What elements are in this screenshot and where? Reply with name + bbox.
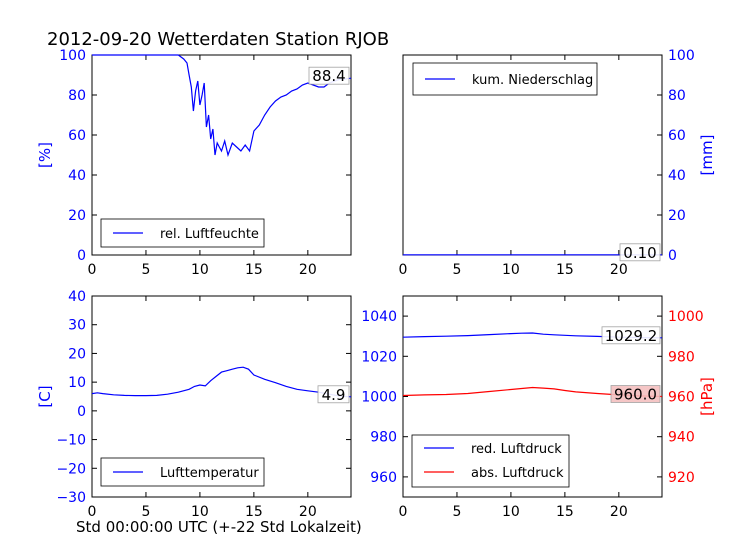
x-tick-label: 10 bbox=[502, 504, 520, 520]
x-tick-label: 5 bbox=[452, 262, 461, 278]
y-tick-label: 0 bbox=[77, 248, 86, 264]
y-tick-label: 80 bbox=[668, 88, 686, 104]
y-tick-label: 20 bbox=[68, 346, 86, 362]
panel-humidity: 0 5 10 15 20 0 20 40 60 80 100 [%] 88.4 rel. Luftfeuc… bbox=[36, 48, 352, 278]
y-axis-label: [mm] bbox=[698, 135, 716, 176]
x-tick-label: 5 bbox=[452, 504, 461, 520]
y-tick-label: 60 bbox=[668, 128, 686, 144]
y-tick-label: 40 bbox=[68, 168, 86, 184]
y-tick-label: −20 bbox=[56, 461, 86, 477]
end-value-box bbox=[610, 385, 661, 403]
y-tick-label: 100 bbox=[668, 48, 695, 64]
series-line-pressure-1 bbox=[403, 386, 662, 398]
y-tick-label-left: 980 bbox=[370, 430, 397, 446]
legend-label: abs. Luftdruck bbox=[471, 466, 564, 481]
x-tick-label: 5 bbox=[141, 262, 150, 278]
y-tick-label-left: 1040 bbox=[361, 309, 397, 325]
y-tick-label: 80 bbox=[68, 88, 86, 104]
y-tick-label: 0 bbox=[77, 404, 86, 420]
y-tick-label-right: 980 bbox=[668, 349, 695, 365]
series-line-humidity-0 bbox=[92, 54, 351, 158]
y-axis-label: [C] bbox=[36, 385, 54, 407]
panel-temperature: 0 5 10 15 20 −30 −20 −10 0 10 20 30 40 [C] 4.9 Lufttemp… bbox=[36, 289, 352, 520]
legend-label: rel. Luftfeuchte bbox=[160, 227, 259, 242]
x-tick-label: 15 bbox=[556, 504, 574, 520]
x-tick-label: 0 bbox=[399, 262, 408, 278]
x-tick-label: 15 bbox=[245, 504, 263, 520]
y-tick-label-right: 940 bbox=[668, 430, 695, 446]
end-value-label: 88.4 bbox=[312, 67, 345, 85]
y-tick-label-left: 960 bbox=[370, 470, 397, 486]
y-tick-label: 30 bbox=[68, 318, 86, 334]
y-tick-label: 20 bbox=[668, 208, 686, 224]
legend-label: Lufttemperatur bbox=[160, 466, 259, 481]
end-value-box bbox=[308, 66, 350, 85]
panel-pressure: 0 5 10 15 20 960 980 1000 1020 1040 920 940 960 980 10… bbox=[361, 295, 716, 520]
x-tick-label: 20 bbox=[610, 262, 628, 278]
y-tick-label-right: 1000 bbox=[668, 309, 704, 325]
x-tick-label: 20 bbox=[299, 262, 317, 278]
y-tick-label: 60 bbox=[68, 128, 86, 144]
y-tick-label: 10 bbox=[68, 375, 86, 391]
legend-label: red. Luftdruck bbox=[471, 442, 562, 457]
y-tick-label: 40 bbox=[68, 289, 86, 305]
x-tick-label: 0 bbox=[88, 504, 97, 520]
x-tick-label: 5 bbox=[141, 504, 150, 520]
end-value-label: 0.10 bbox=[623, 244, 656, 262]
x-tick-label: 20 bbox=[610, 504, 628, 520]
series-line-temperature-0 bbox=[92, 366, 351, 398]
end-value-label: 1029.2 bbox=[605, 327, 658, 345]
x-tick-label: 0 bbox=[88, 262, 97, 278]
end-value-box bbox=[317, 385, 350, 404]
x-tick-label: 20 bbox=[299, 504, 317, 520]
x-tick-label: 10 bbox=[191, 504, 209, 520]
y-tick-label-left: 1020 bbox=[361, 349, 397, 365]
y-tick-label: −10 bbox=[56, 433, 86, 449]
y-axis-label: [hPa] bbox=[698, 377, 716, 416]
x-tick-label: 10 bbox=[191, 262, 209, 278]
legend-box bbox=[411, 434, 570, 488]
y-axis-label: [%] bbox=[36, 142, 54, 168]
end-value-label: 960.0 bbox=[614, 386, 657, 404]
y-tick-label: 20 bbox=[68, 208, 86, 224]
legend-label: kum. Niederschlag bbox=[472, 73, 593, 88]
y-tick-label-right: 920 bbox=[668, 470, 695, 486]
panel-precipitation: 0 5 10 15 20 0 20 40 60 80 100 [mm] 0.10 kum. Nieders… bbox=[399, 48, 716, 278]
y-tick-label: 40 bbox=[668, 168, 686, 184]
end-value-box bbox=[619, 243, 661, 262]
x-tick-label: 0 bbox=[399, 504, 408, 520]
y-tick-label-right: 960 bbox=[668, 390, 695, 406]
x-tick-label: 10 bbox=[502, 262, 520, 278]
y-tick-label: 100 bbox=[59, 48, 86, 64]
y-tick-label-left: 1000 bbox=[361, 390, 397, 406]
x-tick-label: 15 bbox=[245, 262, 263, 278]
x-axis-label: Std 00:00:00 UTC (+-22 Std Lokalzeit) bbox=[76, 518, 362, 536]
y-tick-label: 0 bbox=[668, 248, 677, 264]
end-value-label: 4.9 bbox=[322, 386, 346, 404]
y-tick-label: −30 bbox=[56, 490, 86, 506]
figure-title: 2012-09-20 Wetterdaten Station RJOB bbox=[47, 29, 389, 50]
end-value-box bbox=[601, 326, 661, 345]
x-tick-label: 15 bbox=[556, 262, 574, 278]
